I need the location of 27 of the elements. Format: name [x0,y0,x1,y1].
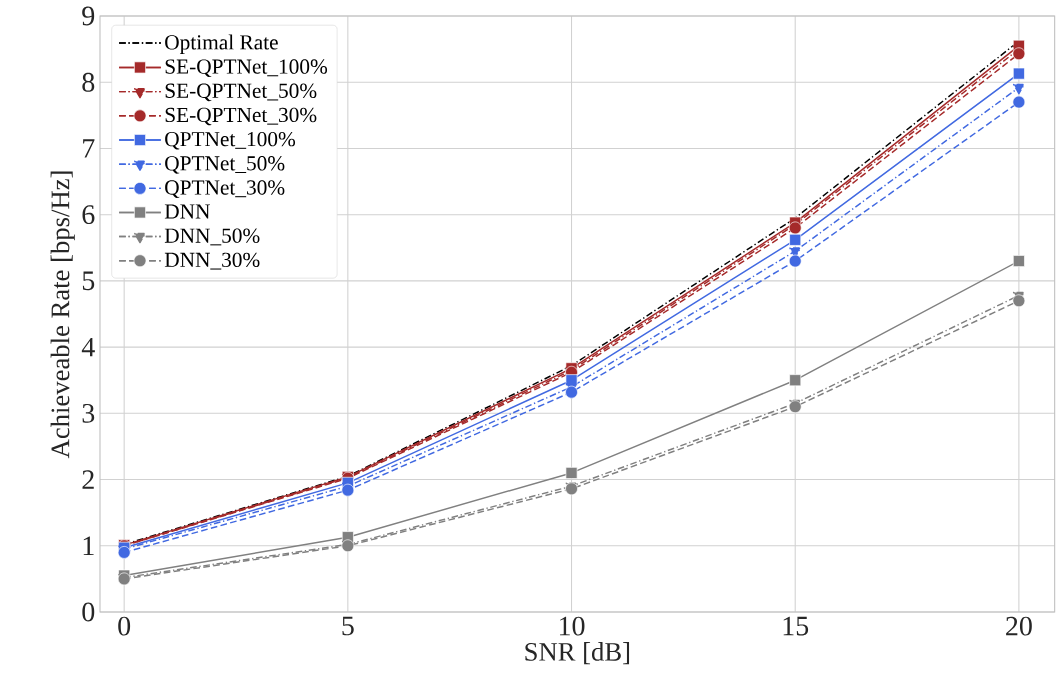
x-tick-label: 5 [342,616,354,636]
y-tick-label: 5 [82,271,95,291]
y-tick-label: 7 [83,139,95,158]
y-tick-label: 6 [82,205,95,225]
y-tick-label: 0 [82,602,95,622]
legend-label: SE-QPTNet_30% [165,107,317,126]
legend-label: QPTNet_30% [165,180,285,198]
y-axis-title: Achieveable Rate [bps/Hz] [50,171,75,459]
y-tick-label: 4 [81,337,95,357]
y-tick-label: 3 [82,403,95,423]
x-tick-label: 0 [118,616,131,636]
legend-label: SE-QPTNet_50% [165,83,317,102]
y-tick-label: 2 [82,470,94,489]
legend-label: DNN_30% [164,252,260,270]
legend-label: Optimal Rate [165,34,278,54]
x-axis-title: SNR [dB] [525,642,630,665]
legend-label: QPTNet_100% [165,131,296,150]
y-tick-label: 9 [82,6,95,26]
legend-label: SE-QPTNet_100% [165,59,328,77]
y-tick-label: 1 [83,536,94,556]
x-tick-label: 15 [783,616,809,636]
y-tick-label: 8 [82,72,95,92]
x-tick-label: 20 [1006,616,1032,636]
x-tick-label: 10 [559,616,585,636]
legend-label: DNN_50% [164,228,260,246]
legend-label: DNN [164,204,210,219]
legend-label: QPTNet_50% [165,156,285,174]
